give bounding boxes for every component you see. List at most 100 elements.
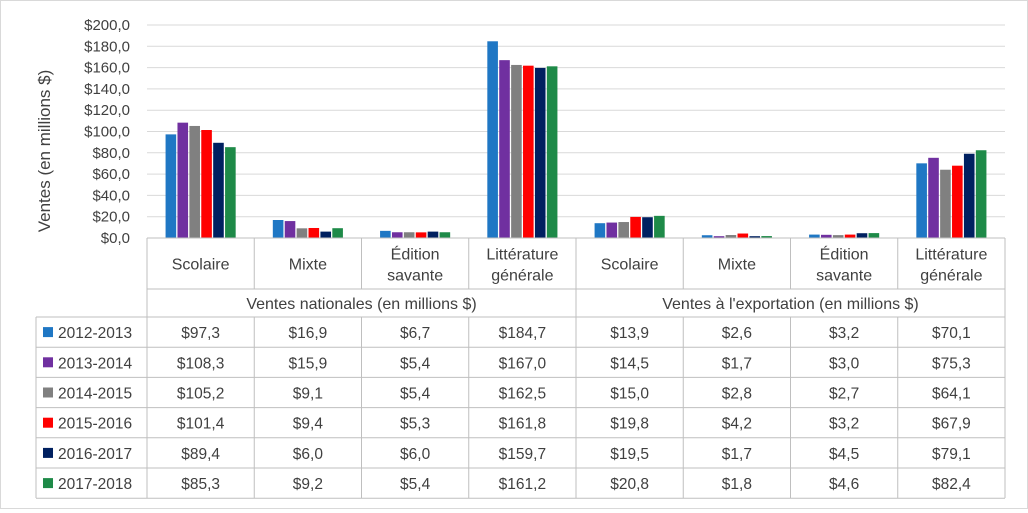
y-tick-label: $40,0 (92, 187, 130, 204)
category-label: Scolaire (172, 257, 230, 274)
bar (165, 134, 177, 238)
table-cell-value: $2,8 (722, 386, 752, 403)
bar (654, 215, 665, 238)
table-cell-value: $5,4 (400, 476, 431, 493)
legend-label: 2017-2018 (58, 476, 132, 493)
bar (701, 235, 713, 238)
category-label-line: Littérature (486, 247, 558, 264)
category-label: Littérature générale (486, 247, 558, 285)
table-cell-value: $82,4 (932, 476, 971, 493)
y-axis: $0,0 $20,0 $40,0 $60,0 $80,0 $100,0 $120,0 $140… (84, 17, 130, 247)
bar (332, 228, 343, 238)
bar (844, 234, 856, 238)
category-label: Scolaire (601, 257, 659, 274)
table-cell-value: $15,9 (288, 355, 327, 372)
y-tick-label: $100,0 (84, 124, 130, 141)
bar (749, 236, 761, 238)
bar (391, 232, 403, 238)
category-label: Édition savante (816, 245, 872, 285)
bar (296, 228, 308, 238)
table-cell-value: $19,8 (610, 416, 649, 433)
category-label-line: Édition (391, 245, 440, 264)
legend-label: 2014-2015 (58, 386, 132, 403)
table-cell-value: $75,3 (932, 355, 971, 372)
y-tick-label: $80,0 (92, 145, 130, 162)
table-cell-value: $9,2 (293, 476, 323, 493)
legend-label: 2015-2016 (58, 416, 132, 433)
table-cell-value: $6,0 (293, 446, 324, 463)
category-label: Littérature générale (915, 247, 987, 285)
table-cell-value: $70,1 (932, 325, 971, 342)
bar (737, 233, 749, 238)
y-tick-label: $140,0 (84, 81, 130, 98)
category-label: Mixte (718, 257, 756, 274)
bar (928, 157, 939, 238)
table-cell-value: $5,4 (400, 355, 431, 372)
category-label: Édition savante (387, 245, 443, 285)
bar (820, 234, 832, 238)
table-cell-value: $3,0 (829, 355, 860, 372)
bar (916, 163, 927, 238)
table-cell-value: $4,5 (829, 446, 859, 463)
legend-key (43, 447, 53, 458)
y-tick-label: $200,0 (84, 17, 130, 34)
bar (380, 230, 391, 238)
bar (439, 232, 451, 238)
bar (856, 233, 868, 238)
legend-key (43, 387, 53, 398)
table-cell-value: $6,7 (400, 325, 430, 342)
bar (868, 233, 880, 238)
bar (320, 231, 332, 238)
legend-key (43, 327, 53, 338)
legend-label: 2012-2013 (58, 325, 132, 342)
category-label-line: générale (491, 268, 553, 285)
y-tick-label: $0,0 (101, 230, 130, 247)
table-cell-value: $3,2 (829, 325, 859, 342)
table-cell-value: $64,1 (932, 386, 971, 403)
bar (606, 222, 618, 238)
bar (940, 169, 951, 238)
bar (272, 220, 284, 238)
bar (594, 223, 606, 238)
legend-label: 2016-2017 (58, 446, 132, 463)
table-cell-value: $184,7 (499, 325, 546, 342)
table-cell-value: $9,1 (293, 386, 323, 403)
table-cell-value: $89,4 (181, 446, 220, 463)
category-label: Mixte (289, 257, 327, 274)
table-cell-value: $4,6 (829, 476, 859, 493)
bar (963, 153, 975, 238)
table-cell-value: $13,9 (610, 325, 649, 342)
y-tick-label: $120,0 (84, 102, 130, 119)
bar (213, 142, 224, 238)
bar (618, 222, 629, 238)
table-cell-value: $67,9 (932, 416, 971, 433)
table-cell-value: $15,0 (610, 386, 649, 403)
table-cell-value: $1,7 (722, 446, 752, 463)
table-cell-value: $5,3 (400, 416, 430, 433)
table-cell-value: $4,2 (722, 416, 752, 433)
bar (713, 236, 725, 238)
bar (177, 122, 189, 238)
bar (952, 165, 963, 238)
bar (487, 41, 498, 238)
table-cell-value: $85,3 (181, 476, 220, 493)
table-cell-value: $79,1 (932, 446, 971, 463)
data-table: Scolaire Mixte Édition savante Littérature gé… (35, 237, 1006, 499)
y-tick-label: $160,0 (84, 60, 130, 77)
table-cell-value: $16,9 (288, 325, 327, 342)
table-cell-value: $2,7 (829, 386, 859, 403)
table-cell-value: $108,3 (177, 355, 224, 372)
bar (511, 64, 522, 238)
table-cell-value: $162,5 (499, 386, 546, 403)
bar (189, 125, 200, 238)
bar (546, 66, 558, 238)
gridlines (147, 24, 1005, 218)
bar (403, 232, 415, 238)
bar (832, 235, 844, 238)
table-cell-value: $9,4 (293, 416, 324, 433)
table-cell-value: $159,7 (499, 446, 546, 463)
bars (165, 41, 987, 239)
bar (725, 235, 737, 238)
